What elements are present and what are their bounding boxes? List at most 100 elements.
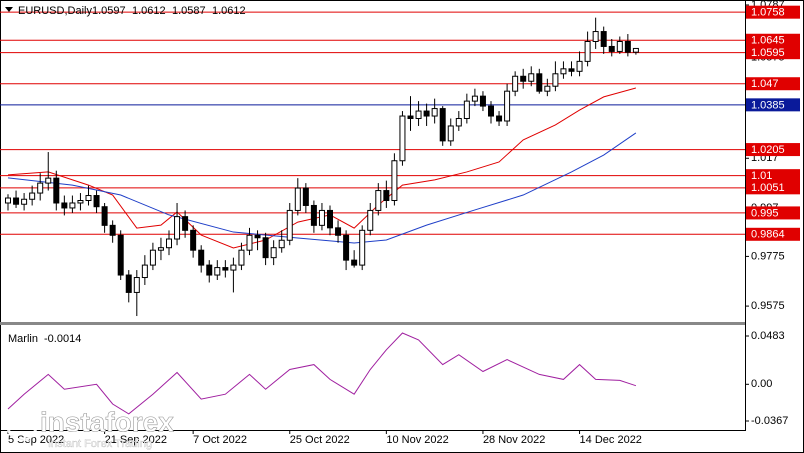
candle-body xyxy=(238,249,245,266)
level-label-box xyxy=(746,33,800,47)
candle-body xyxy=(262,237,269,259)
candle-body xyxy=(399,115,406,162)
x-tick-label: 14 Dec 2022 xyxy=(580,434,642,446)
candle-body xyxy=(286,209,293,241)
candle-body xyxy=(214,267,221,276)
candle-body xyxy=(141,264,148,279)
candle-body xyxy=(157,247,164,251)
candle-body xyxy=(624,40,631,53)
candle-body xyxy=(21,198,28,205)
candle-body xyxy=(246,234,253,251)
candle-body xyxy=(391,160,398,202)
candle-body xyxy=(278,239,285,249)
level-label-box xyxy=(746,46,800,60)
candle-body xyxy=(109,224,116,236)
y-tick-label: 0.0483 xyxy=(751,330,785,342)
menu-arrow[interactable] xyxy=(5,7,13,12)
candle-body xyxy=(439,108,446,142)
level-label: 1.0051 xyxy=(751,182,785,194)
level-label-box xyxy=(746,206,800,220)
level-label: 0.995 xyxy=(751,207,779,219)
candle-body xyxy=(190,229,197,251)
level-label-box xyxy=(746,5,800,19)
candle-body xyxy=(343,234,350,261)
candle-body xyxy=(166,238,172,249)
x-tick-label: 25 Oct 2022 xyxy=(290,434,350,446)
y-tick-label: 1.0787 xyxy=(751,0,785,11)
candle-body xyxy=(616,40,623,52)
candle-body xyxy=(254,234,261,239)
candle-body xyxy=(318,209,325,226)
close-value: 1.0612 xyxy=(212,5,246,17)
candle-body xyxy=(560,68,567,75)
x-tick-label: 28 Nov 2022 xyxy=(483,434,545,446)
candle-body xyxy=(463,100,470,120)
x-tick-label: 21 Sep 2022 xyxy=(105,434,167,446)
candle-body xyxy=(117,234,124,276)
candle-body xyxy=(69,202,76,209)
candle-body xyxy=(447,125,454,142)
level-label-box xyxy=(746,77,800,91)
x-tick-label: 7 Oct 2022 xyxy=(193,434,247,446)
candle-body xyxy=(230,264,237,271)
low-value: 1.0587 xyxy=(172,5,206,17)
candle-body xyxy=(632,47,639,53)
candle-body xyxy=(206,264,213,276)
candle-body xyxy=(93,195,100,208)
candle-body xyxy=(367,209,374,231)
candle-body xyxy=(13,197,20,205)
watermark-tagline: Instant Forex Trading xyxy=(48,438,152,450)
candle-body xyxy=(592,31,599,42)
candle-body xyxy=(407,115,414,120)
candle-body xyxy=(182,216,189,231)
candle-body xyxy=(133,277,140,293)
level-label: 0.9864 xyxy=(751,229,785,241)
candle-body xyxy=(125,274,132,293)
level-label-box xyxy=(746,227,800,241)
candle-body xyxy=(431,108,438,117)
candle-body xyxy=(198,249,205,266)
open-value: 1.0597 xyxy=(92,5,126,17)
watermark-name: instaforex xyxy=(40,406,174,437)
level-label-box xyxy=(746,181,800,195)
candle-body xyxy=(351,259,358,266)
candle-body xyxy=(536,73,543,92)
candle-body xyxy=(600,31,607,47)
x-tick-label: 10 Nov 2022 xyxy=(386,434,448,446)
level-label-box xyxy=(746,169,800,183)
candle-body xyxy=(576,60,583,72)
high-value: 1.0612 xyxy=(132,5,166,17)
candle-body xyxy=(85,195,92,202)
labels: 1.07871.05751.0170.9970.97750.95751.0758… xyxy=(7,0,800,446)
indicator-value: -0.0014 xyxy=(44,333,81,345)
candle-body xyxy=(504,90,511,122)
candle-body xyxy=(5,197,11,204)
candle-body xyxy=(335,227,342,236)
candle-body xyxy=(101,206,108,226)
level-label: 1.0645 xyxy=(751,35,785,47)
candle-body xyxy=(415,110,422,120)
candle-body xyxy=(53,177,60,204)
candle-body xyxy=(528,73,535,82)
candle-body xyxy=(149,249,156,266)
moving-average xyxy=(7,132,637,244)
x-tick-label: 5 Sep 2022 xyxy=(8,434,64,446)
level-label: 1.0385 xyxy=(751,99,785,111)
candle-body xyxy=(552,73,559,87)
candle-body xyxy=(270,247,277,259)
candle-body xyxy=(520,75,527,82)
level-label: 1.01 xyxy=(751,170,772,182)
y-tick-label: 0.9775 xyxy=(751,250,785,262)
level-label-box xyxy=(746,143,800,157)
candle-body xyxy=(512,75,519,92)
marks xyxy=(0,11,745,415)
candle-body xyxy=(479,95,486,107)
candle-body xyxy=(77,200,84,204)
candle-body xyxy=(45,177,52,184)
y-tick-label: 0.00 xyxy=(751,378,772,390)
chart-title: EURUSD,Daily xyxy=(18,5,92,17)
candle-body xyxy=(29,192,36,200)
candle-body xyxy=(584,40,591,62)
